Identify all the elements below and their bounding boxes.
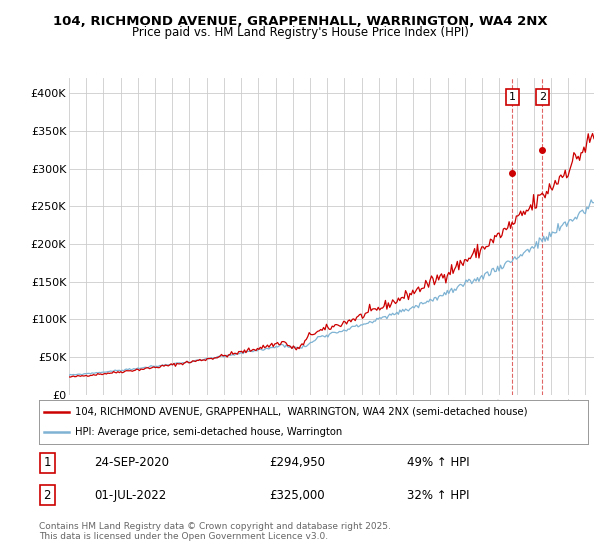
Text: 24-SEP-2020: 24-SEP-2020: [94, 456, 169, 469]
Text: 49% ↑ HPI: 49% ↑ HPI: [407, 456, 469, 469]
Text: 1: 1: [43, 456, 51, 469]
Text: 01-JUL-2022: 01-JUL-2022: [94, 488, 166, 502]
Text: HPI: Average price, semi-detached house, Warrington: HPI: Average price, semi-detached house,…: [74, 427, 342, 437]
Text: 2: 2: [43, 488, 51, 502]
Text: 32% ↑ HPI: 32% ↑ HPI: [407, 488, 469, 502]
Text: £325,000: £325,000: [269, 488, 325, 502]
Text: 104, RICHMOND AVENUE, GRAPPENHALL, WARRINGTON, WA4 2NX: 104, RICHMOND AVENUE, GRAPPENHALL, WARRI…: [53, 15, 547, 27]
Text: 2: 2: [539, 92, 546, 102]
Text: Price paid vs. HM Land Registry's House Price Index (HPI): Price paid vs. HM Land Registry's House …: [131, 26, 469, 39]
Text: £294,950: £294,950: [269, 456, 326, 469]
Text: 1: 1: [509, 92, 516, 102]
Text: Contains HM Land Registry data © Crown copyright and database right 2025.
This d: Contains HM Land Registry data © Crown c…: [39, 522, 391, 542]
Text: 104, RICHMOND AVENUE, GRAPPENHALL,  WARRINGTON, WA4 2NX (semi-detached house): 104, RICHMOND AVENUE, GRAPPENHALL, WARRI…: [74, 407, 527, 417]
